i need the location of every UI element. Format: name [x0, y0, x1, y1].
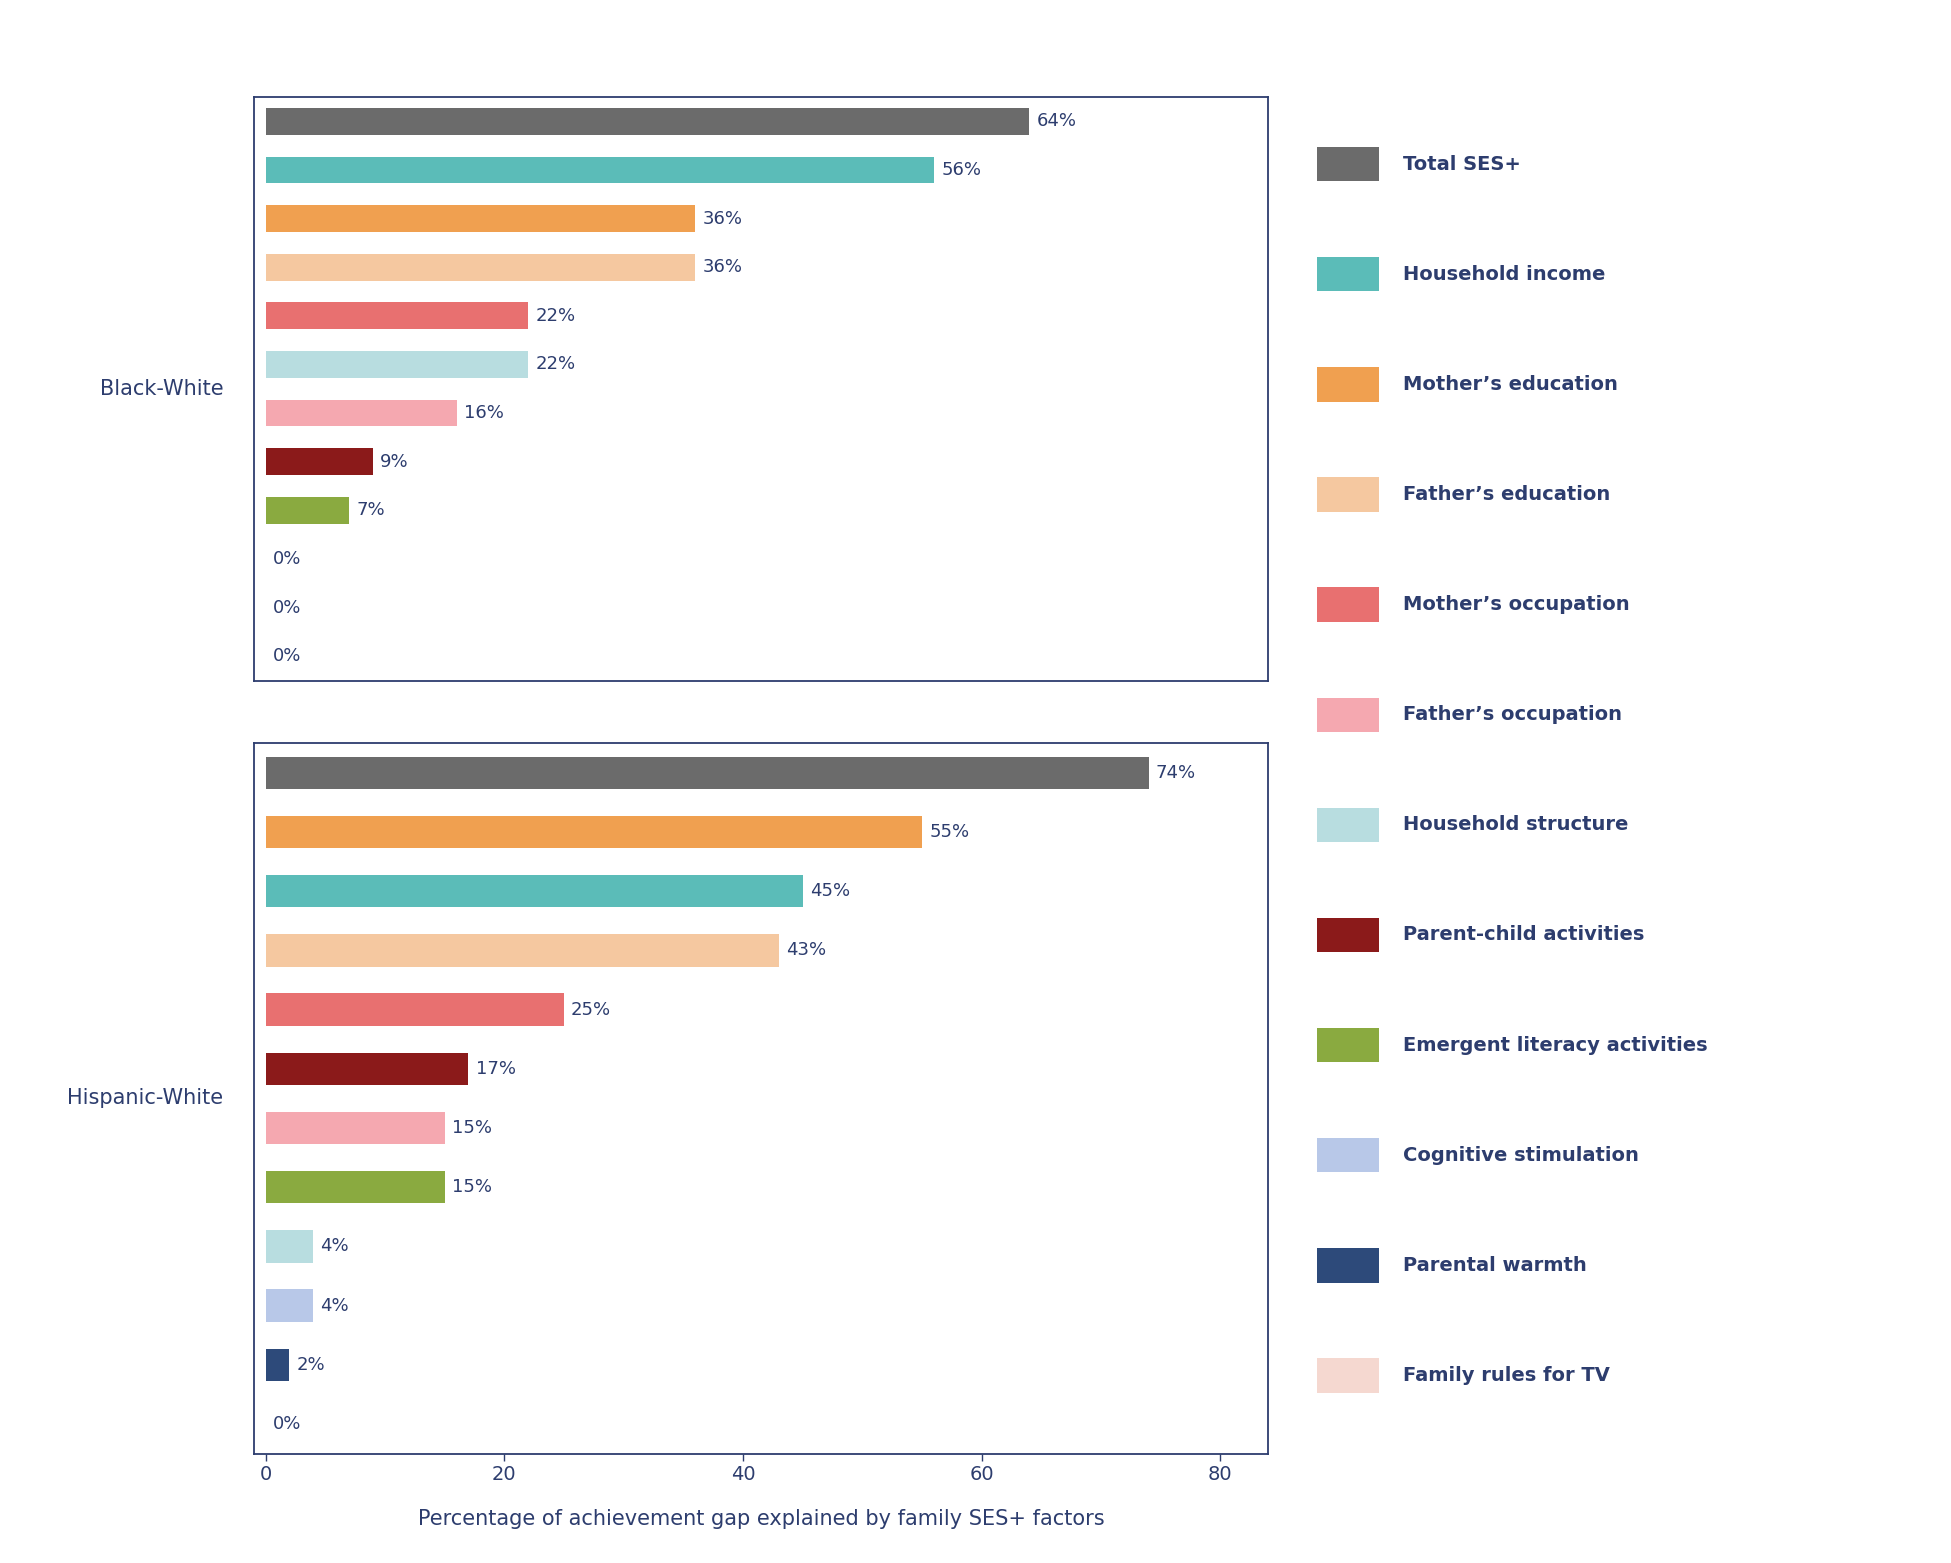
- Text: 0%: 0%: [273, 550, 300, 567]
- Bar: [265, 1171, 445, 1204]
- Bar: [265, 156, 935, 183]
- Text: Household structure: Household structure: [1403, 816, 1629, 835]
- Text: 0%: 0%: [273, 599, 300, 617]
- Bar: [265, 1052, 468, 1085]
- Text: 64%: 64%: [1036, 113, 1077, 130]
- Text: 0%: 0%: [273, 1415, 300, 1433]
- Text: 36%: 36%: [702, 258, 743, 277]
- Bar: [265, 875, 802, 908]
- Text: 0%: 0%: [273, 647, 300, 666]
- Bar: [265, 1289, 314, 1322]
- Text: 22%: 22%: [535, 355, 576, 374]
- Bar: [265, 253, 695, 280]
- Text: 16%: 16%: [464, 405, 503, 422]
- Text: Mother’s education: Mother’s education: [1403, 375, 1617, 394]
- Text: 17%: 17%: [476, 1060, 515, 1078]
- Bar: [265, 1230, 314, 1263]
- Bar: [265, 1111, 445, 1144]
- Text: 15%: 15%: [453, 1119, 492, 1136]
- Bar: [265, 449, 373, 475]
- Bar: [265, 756, 1149, 789]
- Text: Parental warmth: Parental warmth: [1403, 1255, 1586, 1275]
- Text: Percentage of achievement gap explained by family SES+ factors: Percentage of achievement gap explained …: [418, 1508, 1104, 1529]
- Text: 15%: 15%: [453, 1179, 492, 1196]
- Bar: [265, 1349, 289, 1382]
- Text: 22%: 22%: [535, 306, 576, 325]
- Text: 45%: 45%: [810, 882, 851, 900]
- Text: 9%: 9%: [380, 453, 410, 470]
- Text: 4%: 4%: [320, 1238, 349, 1255]
- Bar: [265, 108, 1030, 134]
- Text: 74%: 74%: [1155, 764, 1196, 782]
- Bar: [265, 400, 457, 427]
- Text: Father’s occupation: Father’s occupation: [1403, 705, 1621, 724]
- Text: 56%: 56%: [940, 161, 981, 178]
- Text: 36%: 36%: [702, 209, 743, 228]
- Text: 43%: 43%: [786, 941, 825, 960]
- Bar: [265, 303, 529, 330]
- Text: Father’s education: Father’s education: [1403, 485, 1610, 503]
- Text: 25%: 25%: [572, 1000, 611, 1019]
- Text: 55%: 55%: [929, 824, 970, 841]
- Bar: [265, 935, 778, 966]
- Text: Family rules for TV: Family rules for TV: [1403, 1366, 1610, 1385]
- Bar: [265, 205, 695, 231]
- Text: Cognitive stimulation: Cognitive stimulation: [1403, 1146, 1639, 1164]
- Bar: [265, 352, 529, 378]
- Text: Household income: Household income: [1403, 264, 1606, 284]
- Text: 4%: 4%: [320, 1297, 349, 1314]
- Text: Parent-child activities: Parent-child activities: [1403, 925, 1645, 944]
- Text: Emergent literacy activities: Emergent literacy activities: [1403, 1036, 1707, 1055]
- Bar: [265, 994, 564, 1025]
- Bar: [265, 816, 923, 849]
- Text: Mother’s occupation: Mother’s occupation: [1403, 596, 1629, 614]
- Bar: [265, 497, 349, 524]
- Text: Black-White: Black-White: [100, 378, 222, 399]
- Text: Total SES+: Total SES+: [1403, 155, 1520, 173]
- Text: Hispanic-White: Hispanic-White: [66, 1088, 222, 1108]
- Text: 2%: 2%: [297, 1355, 326, 1374]
- Text: 7%: 7%: [357, 502, 384, 519]
